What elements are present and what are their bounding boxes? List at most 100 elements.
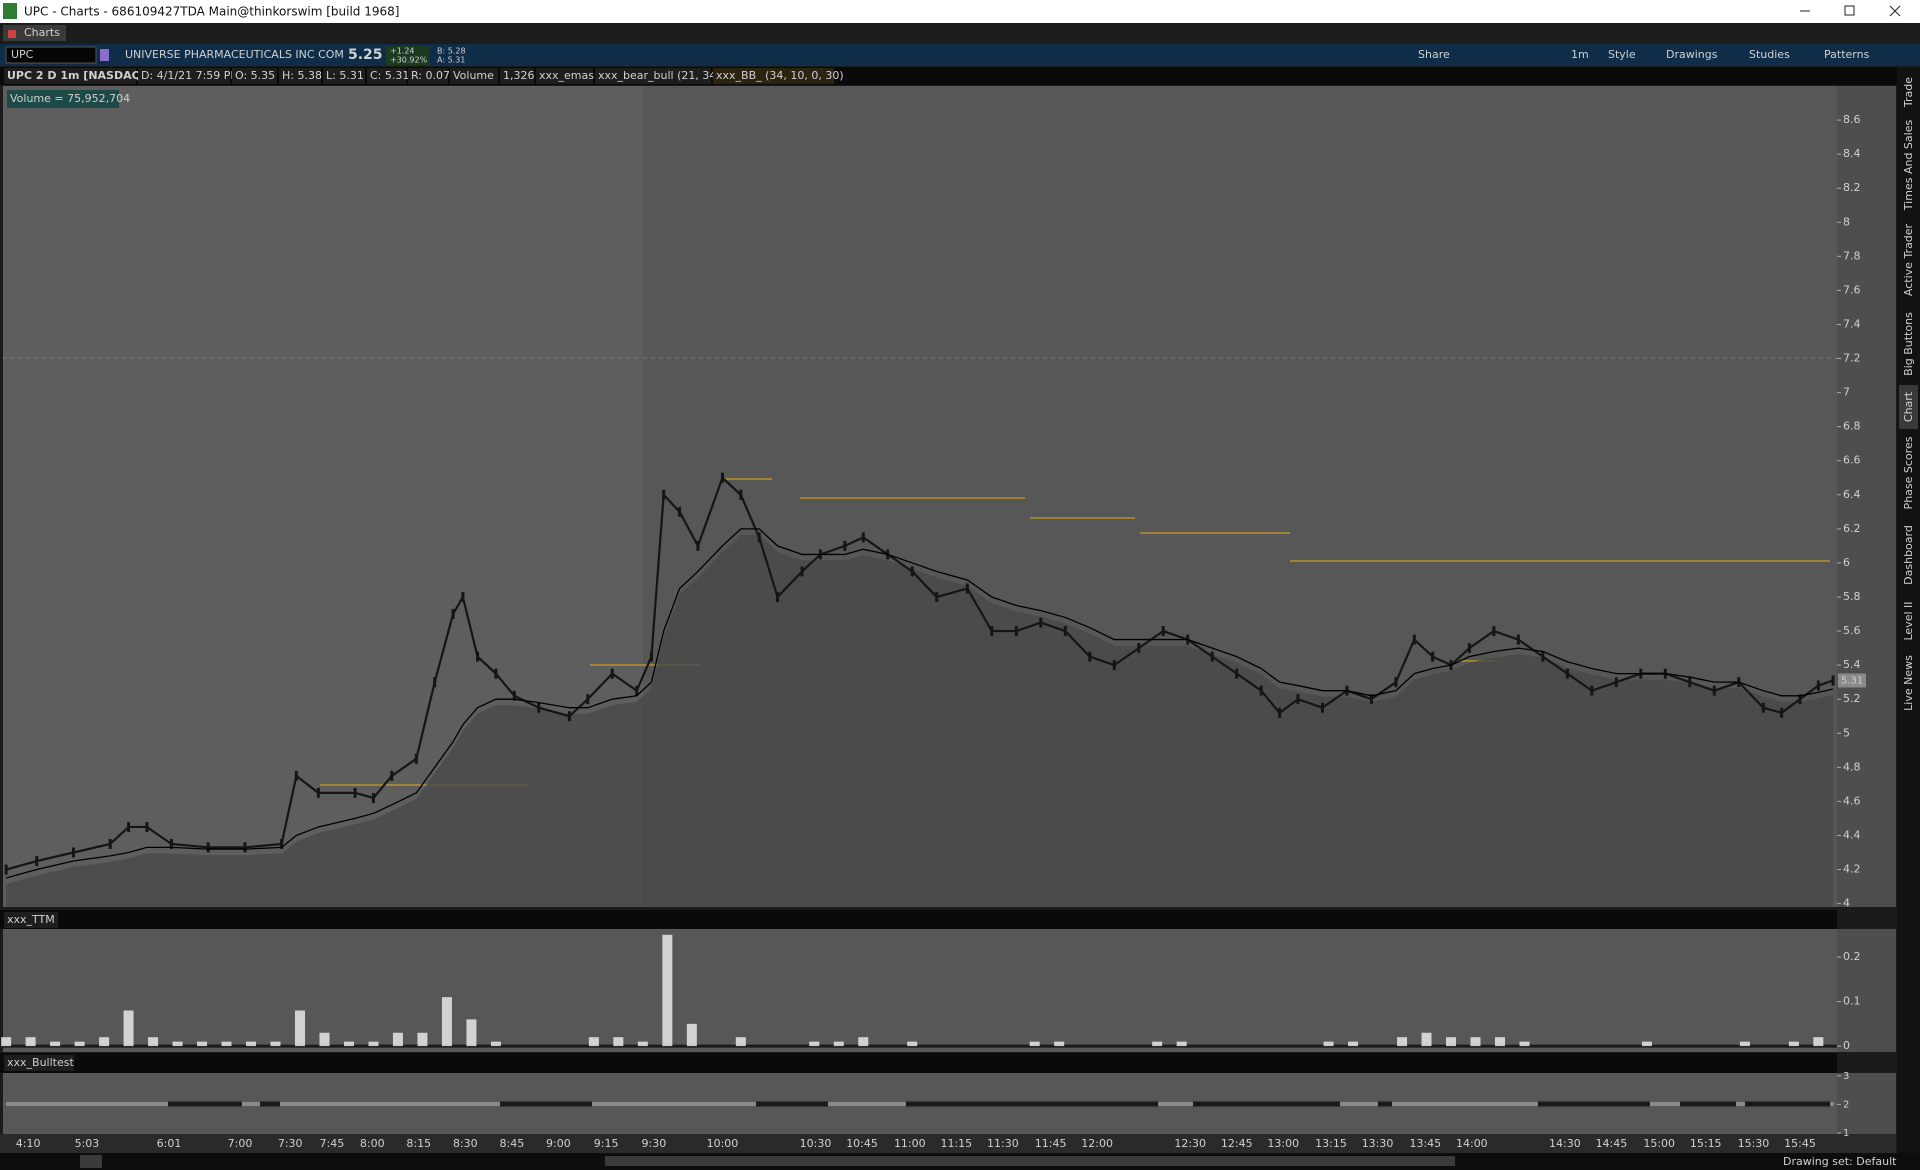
histogram-bar [1739,1041,1750,1047]
histogram-bar [148,1037,159,1047]
candle [243,842,247,853]
y-tick-label: 7 [1843,386,1850,399]
info-cell [367,68,406,84]
candle [1614,677,1618,688]
toolbar-button-label[interactable]: 1m [1571,48,1589,61]
toolbar-button-label[interactable]: Studies [1749,48,1790,61]
x-tick-label: 11:15 [940,1137,972,1150]
histogram-bar [1495,1037,1505,1047]
x-tick-label: 10:00 [707,1137,739,1150]
sidebar-tab[interactable]: Level II [1902,601,1915,640]
symbol-input[interactable] [5,46,97,64]
scroll-button[interactable] [80,1155,102,1168]
candle [169,838,173,849]
histogram-bar [858,1037,869,1047]
histogram-bar [50,1041,61,1047]
ask: A: 5.31 [437,56,465,65]
info-text: xxx_emas [539,69,594,82]
candle [662,489,666,500]
y-tick-label: 4 [1843,897,1850,910]
candle [1112,660,1116,671]
symbol: UPC [11,48,34,61]
x-tick-label: 9:00 [546,1137,571,1150]
x-tick-label: 8:00 [360,1137,385,1150]
y-tick-label: 5.2 [1843,692,1861,705]
candle [567,711,571,722]
histogram-bar [417,1032,428,1047]
sidebar-tab[interactable]: Active Trader [1902,223,1915,296]
sidebar-tab[interactable]: Live News [1902,655,1915,711]
histogram-bar [1641,1041,1652,1047]
histogram-bar [1813,1037,1824,1047]
toolbar-button-label[interactable]: Share [1418,48,1450,61]
info-cell [408,68,448,84]
x-tick-label: 10:30 [800,1137,832,1150]
candle [537,702,541,713]
sidebar-tab[interactable]: Trade [1902,77,1915,108]
sidebar-tab[interactable]: Chart [1902,391,1915,422]
info-text: xxx_BB_ (34, 10, 0, 30) [716,69,844,82]
candle [1039,617,1043,628]
scrollbar[interactable] [605,1156,1455,1166]
histogram-bar [490,1041,501,1047]
bulltest-axis [1837,1073,1896,1134]
last-price-label: 5.31 [1841,675,1863,686]
x-tick-label: 15:30 [1738,1137,1770,1150]
candle [1761,702,1765,713]
info-cell [500,68,534,84]
pane-label: xxx_Bulltest [7,1056,74,1069]
candle [610,668,614,679]
histogram-bar [246,1041,257,1047]
x-tick-label: 13:45 [1409,1137,1441,1150]
candle [390,770,394,781]
histogram-bar [1054,1041,1065,1047]
company: UNIVERSE PHARMACEUTICALS INC COM [125,48,344,61]
histogram-bar [295,1010,305,1047]
x-tick-label: 12:30 [1174,1137,1206,1150]
x-tick-label: 8:45 [499,1137,524,1150]
sidebar-tab[interactable]: Phase Scores [1902,436,1915,509]
y-tick-label: 4.8 [1843,760,1861,773]
tab-icon [8,30,16,38]
sidebar-tab[interactable]: Times And Sales [1902,120,1915,212]
y-tick-label: 4.6 [1843,794,1861,807]
symbol-bar [0,44,1920,66]
histogram-bar [907,1041,918,1047]
info-text: D: 4/1/21 7:59 PM [141,69,240,82]
y-tick-label: 5.4 [1843,658,1861,671]
histogram-bar [270,1041,281,1047]
y-tick-label: 4.4 [1843,828,1861,841]
pane-label: xxx_TTM [7,913,55,926]
x-tick-label: 11:00 [894,1137,926,1150]
candle [1088,651,1092,662]
toolbar-button-label[interactable]: Style [1608,48,1636,61]
candle [1369,694,1373,705]
histogram-bar [809,1041,820,1047]
sidebar-tab[interactable]: Dashboard [1902,525,1915,585]
x-tick-label: 11:45 [1035,1137,1067,1150]
last-price: 5.25 [348,47,383,63]
price-axis [1837,86,1896,907]
sidebar [1897,67,1920,1153]
series-line [5,528,1834,879]
candle [294,770,298,781]
sidebar-tab-active[interactable] [1899,385,1918,429]
candle [757,532,761,543]
sidebar-tab[interactable]: Big Buttons [1902,312,1915,376]
volume-label: Volume = 75,952,704 [10,92,130,105]
y-tick-label: 6.6 [1843,454,1861,467]
candle [4,864,8,875]
toolbar-button-label[interactable]: Drawings [1666,48,1718,61]
candle [990,626,994,637]
candle [696,540,700,551]
histogram-bar [368,1041,379,1047]
histogram-bar [25,1037,36,1047]
histogram-bar [1152,1041,1163,1047]
toolbar-button-label[interactable]: Patterns [1824,48,1870,61]
y-tick-label: 5.6 [1843,624,1861,637]
candle [800,566,804,577]
tab[interactable] [3,25,66,41]
histogram-bar [1323,1041,1334,1047]
pane-header [0,910,1837,929]
